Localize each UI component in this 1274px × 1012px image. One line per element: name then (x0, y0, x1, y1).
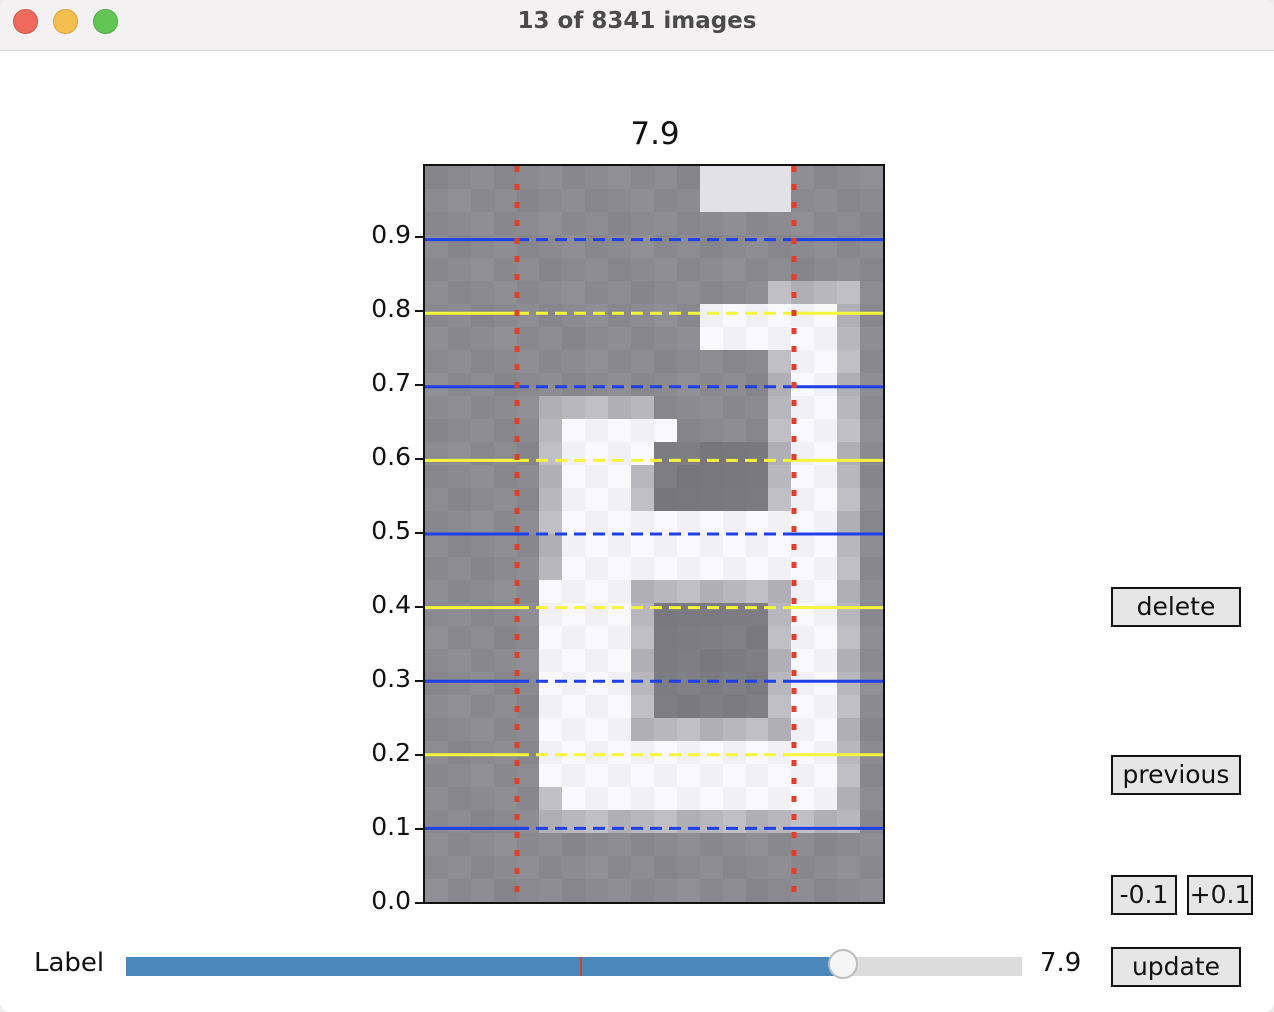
y-tick-mark (415, 310, 423, 312)
update-button[interactable]: update (1111, 947, 1241, 987)
y-tick-label: 0.5 (371, 516, 411, 545)
label-slider[interactable] (126, 949, 1022, 979)
y-tick-mark (415, 754, 423, 756)
y-tick-mark (415, 532, 423, 534)
slider-initial-marker (580, 957, 583, 976)
y-tick-mark (415, 680, 423, 682)
y-tick-label: 0.8 (371, 294, 411, 323)
y-tick-mark (415, 828, 423, 830)
close-window-button[interactable] (13, 9, 38, 34)
y-tick-mark (415, 902, 423, 904)
y-tick-mark (415, 384, 423, 386)
y-tick-label: 0.2 (371, 738, 411, 767)
previous-button[interactable]: previous (1111, 755, 1241, 795)
y-tick-mark (415, 458, 423, 460)
slider-fill (126, 957, 843, 976)
y-tick-label: 0.9 (371, 220, 411, 249)
plot-title: 7.9 (630, 116, 680, 152)
increment-button[interactable]: +0.1 (1187, 875, 1253, 915)
y-tick-label: 0.0 (371, 886, 411, 915)
slider-handle[interactable] (827, 949, 858, 979)
decrement-button[interactable]: -0.1 (1111, 875, 1177, 915)
slider-value: 7.9 (1040, 948, 1082, 978)
y-tick-label: 0.6 (371, 442, 411, 471)
y-tick-label: 0.1 (371, 812, 411, 841)
minimize-window-button[interactable] (53, 9, 78, 34)
slider-label: Label (34, 948, 105, 978)
y-tick-label: 0.3 (371, 664, 411, 693)
y-tick-label: 0.4 (371, 590, 411, 619)
y-tick-mark (415, 236, 423, 238)
delete-button[interactable]: delete (1111, 587, 1241, 627)
y-tick-mark (415, 606, 423, 608)
digit-image (425, 166, 883, 902)
guide-lines-overlay (425, 166, 883, 902)
title-bar: 13 of 8341 images (0, 0, 1274, 51)
y-tick-label: 0.7 (371, 368, 411, 397)
maximize-window-button[interactable] (93, 9, 118, 34)
image-axes (423, 164, 885, 904)
window-title: 13 of 8341 images (517, 8, 757, 34)
